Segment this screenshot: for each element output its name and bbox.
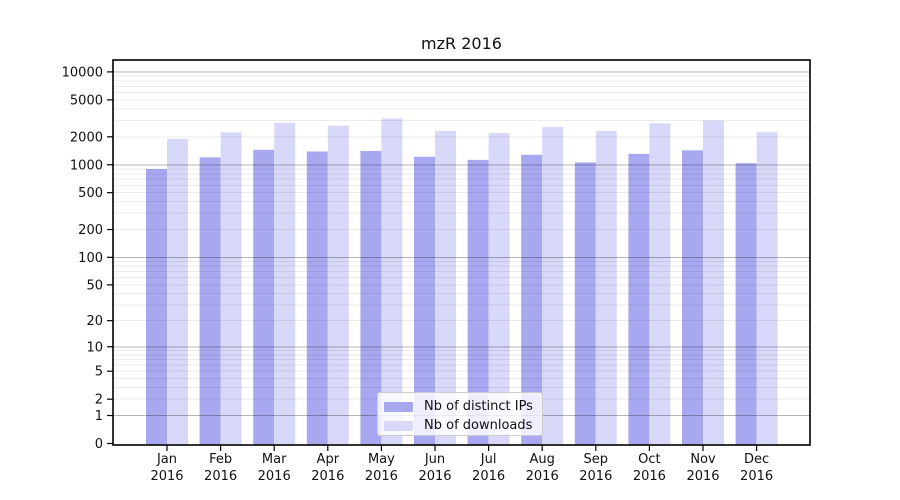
y-tick-label: 10 — [86, 340, 103, 355]
x-tick-label-month: Nov — [690, 452, 716, 467]
y-tick-label: 1 — [95, 409, 103, 424]
x-tick-label-month: Jul — [480, 452, 497, 467]
y-tick-label: 10000 — [62, 65, 103, 80]
bar-downloads-may — [381, 118, 403, 445]
bar-ips-dec — [735, 163, 757, 445]
x-tick-label-month: Jan — [156, 452, 177, 467]
y-tick-label: 100 — [78, 251, 103, 266]
x-tick-label-year: 2016 — [258, 469, 291, 484]
bar-downloads-feb — [220, 132, 242, 445]
bar-ips-jan — [146, 169, 167, 445]
bar-downloads-mar — [274, 122, 296, 445]
y-tick-label: 2 — [95, 393, 103, 408]
legend: Nb of distinct IPs Nb of downloads — [377, 392, 543, 436]
y-tick-label: 2000 — [70, 130, 103, 145]
x-tick-label-month: Oct — [638, 452, 660, 467]
x-tick-label-year: 2016 — [418, 469, 451, 484]
bar-downloads-jan — [167, 138, 188, 445]
x-tick-label-year: 2016 — [579, 469, 612, 484]
bar-ips-nov — [682, 150, 703, 445]
legend-swatch-distinct-ips — [384, 401, 413, 412]
bar-downloads-jul — [488, 132, 510, 445]
plot-border — [112, 59, 811, 446]
y-tick-label: 1000 — [70, 158, 103, 173]
bar-ips-mar — [253, 149, 275, 445]
legend-item-downloads: Nb of downloads — [384, 416, 542, 435]
y-tick-label: 5 — [95, 365, 103, 380]
chart-title: mzR 2016 — [421, 34, 502, 53]
bar-downloads-oct — [649, 123, 671, 445]
bar-ips-oct — [628, 153, 650, 445]
legend-swatch-downloads — [384, 420, 413, 431]
y-tick-label: 500 — [78, 186, 103, 201]
bar-ips-feb — [199, 157, 221, 445]
x-tick-label-year: 2016 — [150, 469, 183, 484]
bar-downloads-apr — [327, 125, 349, 445]
bar-ips-apr — [306, 151, 328, 445]
x-tick-label-month: Sep — [584, 452, 609, 467]
bar-ips-jun — [414, 156, 435, 445]
bar-downloads-dec — [756, 132, 778, 445]
y-tick-label: 200 — [78, 223, 103, 238]
bar-downloads-sep — [595, 130, 617, 445]
bar-ips-aug — [521, 154, 543, 445]
bar-ips-sep — [574, 162, 596, 445]
x-tick-label-year: 2016 — [311, 469, 344, 484]
x-tick-label-year: 2016 — [633, 469, 666, 484]
bar-downloads-aug — [542, 126, 564, 445]
bar-ips-jul — [467, 159, 489, 445]
legend-label-downloads: Nb of downloads — [424, 418, 533, 433]
y-tick-label: 5000 — [70, 93, 103, 108]
bar-ips-may — [360, 150, 382, 445]
legend-label-distinct-ips: Nb of distinct IPs — [424, 399, 533, 414]
y-tick-label: 20 — [86, 314, 103, 329]
x-tick-label-year: 2016 — [686, 469, 719, 484]
y-tick-label: 50 — [86, 278, 103, 293]
bar-downloads-jun — [435, 130, 456, 445]
x-tick-label-month: Aug — [530, 452, 555, 467]
x-tick-label-month: May — [368, 452, 395, 467]
x-tick-label-month: Apr — [317, 452, 340, 467]
x-tick-label-month: Mar — [262, 452, 287, 467]
x-tick-label-month: Dec — [744, 452, 769, 467]
x-tick-label-year: 2016 — [365, 469, 398, 484]
x-tick-label-year: 2016 — [526, 469, 559, 484]
y-tick-label: 0 — [95, 437, 103, 452]
x-tick-label-month: Jun — [424, 452, 445, 467]
legend-item-distinct-ips: Nb of distinct IPs — [384, 397, 542, 416]
x-tick-label-month: Feb — [209, 452, 232, 467]
x-tick-label-year: 2016 — [740, 469, 773, 484]
bar-downloads-nov — [703, 120, 724, 445]
x-tick-label-year: 2016 — [204, 469, 237, 484]
x-tick-label-year: 2016 — [472, 469, 505, 484]
